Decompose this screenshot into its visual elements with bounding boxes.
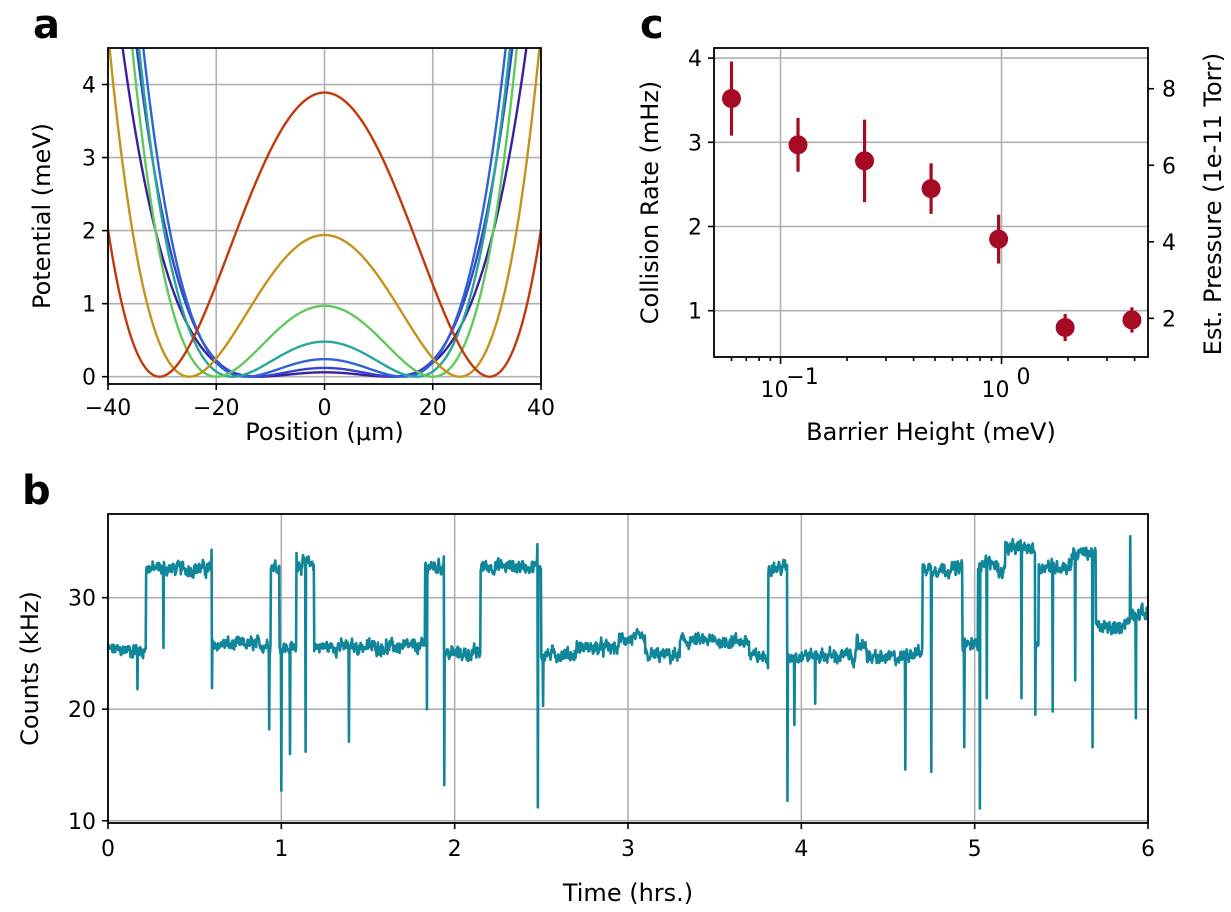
y-tick-label: 3 bbox=[688, 131, 702, 156]
potential-curve-3 bbox=[137, 48, 512, 378]
x-tick-label: 0 bbox=[101, 837, 115, 862]
x-axis-label: Time (hrs.) bbox=[562, 879, 693, 907]
y-tick-label: 2 bbox=[82, 220, 96, 245]
y-tick-label: 20 bbox=[68, 698, 96, 723]
x-axis-label: Barrier Height (meV) bbox=[806, 418, 1056, 446]
x-tick-label: 10 bbox=[982, 378, 1010, 403]
axes-frame-c bbox=[713, 47, 1149, 358]
x-tick-label: 5 bbox=[968, 837, 982, 862]
panel-b-counts-trace-plot: 0 1 2 3 4 5 6 10 20 30 Time (hrs.) Counts (kHz) bbox=[16, 513, 1155, 907]
right-y-tick-label: 2 bbox=[1162, 307, 1176, 332]
y-tick-label: 30 bbox=[68, 587, 96, 612]
data-point-1 bbox=[788, 135, 808, 155]
right-y-axis-label: Est. Pressure (1e-11 Torr) bbox=[1199, 53, 1227, 356]
right-y-tick-label: 8 bbox=[1162, 78, 1176, 103]
axes-frame-a bbox=[107, 47, 542, 385]
axes-frame-b bbox=[107, 513, 1149, 824]
data-point-4 bbox=[989, 229, 1009, 249]
x-tick-label: 20 bbox=[419, 396, 447, 421]
x-tick-label: 1 bbox=[274, 837, 288, 862]
counts-trace bbox=[106, 535, 1149, 810]
x-axis-label: Position (μm) bbox=[245, 418, 403, 446]
potential-curve-0 bbox=[121, 48, 528, 378]
potential-curve-1 bbox=[135, 48, 514, 378]
x-tick-label: 40 bbox=[527, 396, 555, 421]
y-tick-label: 2 bbox=[688, 215, 702, 240]
y-tick-label: 4 bbox=[688, 47, 702, 72]
panel-letter-a: a bbox=[33, 2, 60, 48]
y-tick-label: 10 bbox=[68, 810, 96, 835]
y-tick-label: 3 bbox=[82, 147, 96, 172]
x-tick-label: 10 bbox=[761, 378, 789, 403]
potential-curve-6 bbox=[108, 91, 541, 378]
potential-curve-5 bbox=[108, 48, 541, 378]
y-tick-label: 1 bbox=[82, 293, 96, 318]
x-tick-label: −40 bbox=[85, 396, 131, 421]
y-axis-label: Counts (kHz) bbox=[16, 591, 44, 746]
x-tick-label: 3 bbox=[621, 837, 635, 862]
x-tick-label: 0 bbox=[318, 396, 332, 421]
right-y-tick-label: 6 bbox=[1162, 154, 1176, 179]
y-axis-label: Collision Rate (mHz) bbox=[636, 81, 664, 325]
potential-curve-4 bbox=[131, 48, 518, 378]
panel-a-potential-plot: −40 −20 0 20 40 0 1 2 3 4 Position (μm) Potential (… bbox=[28, 47, 555, 446]
x-tick-exponent: −1 bbox=[786, 365, 818, 390]
panel-letter-c: c bbox=[640, 2, 664, 48]
potential-curve-2 bbox=[142, 48, 507, 378]
panel-letter-b: b bbox=[22, 468, 51, 514]
y-axis-label: Potential (meV) bbox=[28, 123, 56, 309]
x-tick-label: 6 bbox=[1141, 837, 1155, 862]
right-y-tick-label: 4 bbox=[1162, 231, 1176, 256]
data-point-3 bbox=[921, 179, 941, 199]
y-tick-label: 0 bbox=[82, 366, 96, 391]
x-tick-label: −20 bbox=[193, 396, 239, 421]
data-point-2 bbox=[855, 151, 875, 171]
data-point-5 bbox=[1055, 318, 1075, 338]
x-tick-label: 4 bbox=[794, 837, 808, 862]
y-tick-label: 1 bbox=[688, 300, 702, 325]
y-tick-label: 4 bbox=[82, 74, 96, 99]
x-tick-exponent: 0 bbox=[1017, 365, 1031, 390]
data-point-0 bbox=[721, 89, 741, 109]
x-tick-label: 2 bbox=[448, 837, 462, 862]
data-point-6 bbox=[1122, 310, 1142, 330]
